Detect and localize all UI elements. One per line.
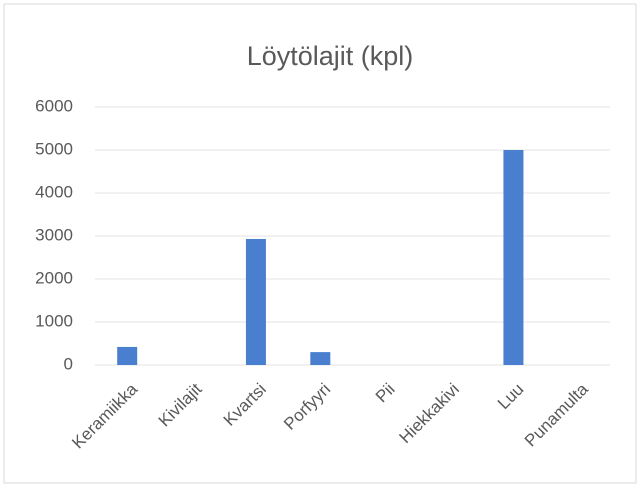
bar <box>310 352 331 365</box>
y-tick-label: 0 <box>64 354 73 373</box>
bar <box>245 239 266 365</box>
chart-title: Löytölajit (kpl) <box>247 41 414 71</box>
y-tick-label: 2000 <box>35 268 73 287</box>
y-tick-label: 6000 <box>35 96 73 115</box>
bar <box>117 346 138 365</box>
y-tick-label: 5000 <box>35 139 73 158</box>
y-tick-label: 4000 <box>35 182 73 201</box>
bar <box>503 150 524 365</box>
y-tick-label: 1000 <box>35 311 73 330</box>
chart-border <box>3 3 637 484</box>
y-tick-label: 3000 <box>35 225 73 244</box>
